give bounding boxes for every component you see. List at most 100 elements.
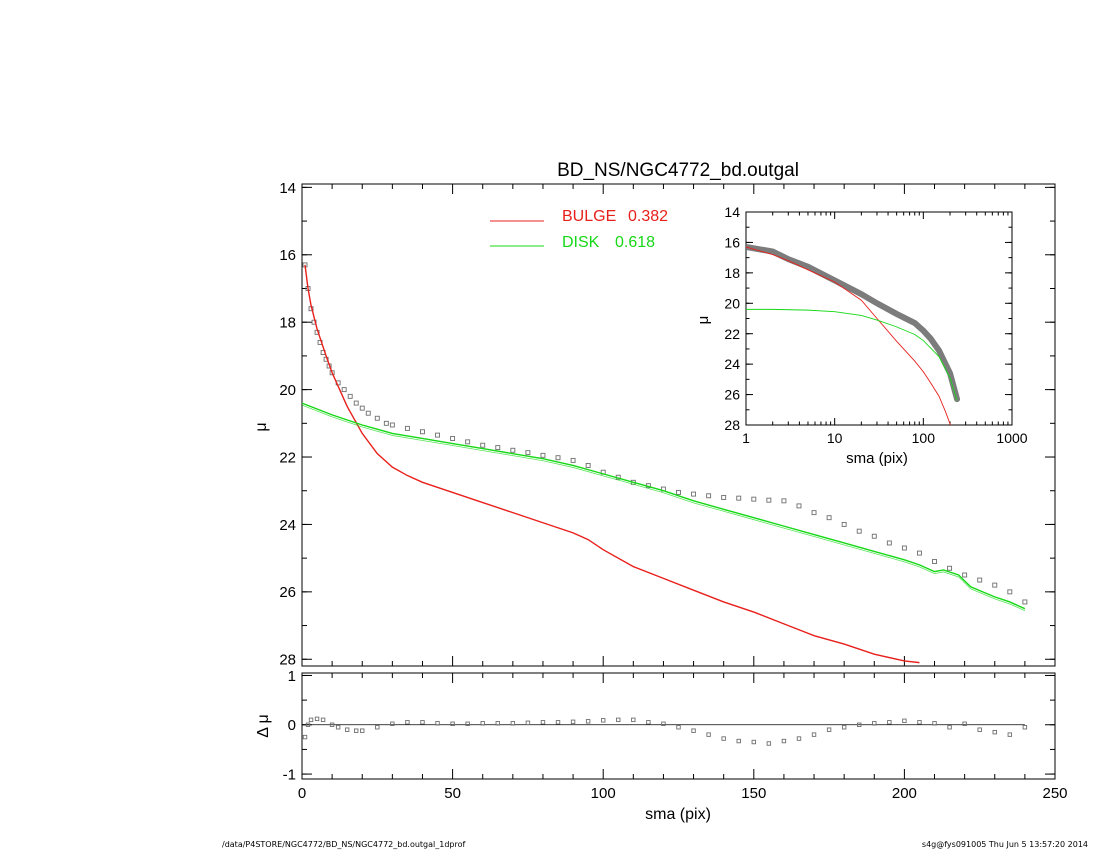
- main-data-point: [525, 450, 531, 456]
- residual-data-point: [320, 717, 326, 723]
- residual-data-point: [962, 721, 967, 726]
- residual-data-point: [329, 722, 335, 727]
- residual-data-point: [601, 718, 606, 723]
- residual-data-point: [706, 732, 711, 737]
- residual-data-point: [736, 738, 741, 744]
- main-data-point: [992, 582, 998, 588]
- residual-ytick-label: -1: [283, 766, 296, 783]
- legend: BULGE 0.382 DISK 0.618: [490, 208, 668, 251]
- legend-disk-value: 0.618: [615, 234, 655, 251]
- residual-data-point: [721, 736, 726, 741]
- main-data-point: [374, 415, 380, 421]
- main-disk-line-shadow: [302, 404, 1026, 612]
- inset-ytick-label: 24: [724, 356, 740, 372]
- main-ytick-label: 22: [279, 449, 296, 466]
- main-data-point: [736, 495, 742, 501]
- main-data-point: [555, 455, 561, 461]
- residual-data-point: [480, 721, 485, 726]
- main-data-point: [1007, 589, 1013, 595]
- main-panel: 14 16 18 20 22 24 26 28: [279, 180, 1056, 669]
- main-data-point: [691, 491, 697, 497]
- residual-data-point: [826, 727, 832, 732]
- residual-data-point: [766, 741, 772, 746]
- residual-data-point: [405, 720, 410, 725]
- residual-data-point: [902, 718, 907, 724]
- inset-disk-line: [746, 308, 958, 401]
- main-disk-line: [302, 402, 1026, 610]
- main-data-point: [871, 533, 877, 539]
- inset-ytick-label: 16: [724, 234, 740, 250]
- residual-ytick-label: 0: [288, 717, 296, 734]
- main-data-point: [721, 495, 727, 500]
- residual-plot-area: [302, 716, 1028, 746]
- residual-data-point: [495, 721, 500, 726]
- residual-data-point: [450, 721, 455, 726]
- main-y-axis-label: μ: [253, 422, 270, 431]
- residual-data-point: [811, 732, 817, 737]
- residual-data-point: [390, 721, 395, 726]
- residual-xtick-label: 250: [1042, 785, 1067, 802]
- residual-data-point: [335, 725, 341, 730]
- main-data-point: [856, 528, 862, 534]
- main-ytick-label: 28: [279, 652, 296, 669]
- residual-xtick-label: 50: [444, 785, 461, 802]
- main-data-point: [480, 442, 486, 448]
- residual-xtick-label: 200: [892, 785, 917, 802]
- residual-data-point: [631, 717, 636, 723]
- inset-plot-area: [746, 243, 961, 425]
- main-data-point: [962, 572, 968, 578]
- main-data-point: [706, 493, 712, 499]
- residual-xtick-label: 100: [591, 785, 616, 802]
- residual-data-point: [540, 720, 546, 725]
- residual-x-axis-label: sma (pix): [645, 806, 711, 823]
- inset-y-axis-label: μ: [695, 316, 712, 325]
- footer-right-stamp: s4g@fys091005 Thu Jun 5 13:57:20 2014: [921, 840, 1088, 849]
- main-data-point: [383, 420, 389, 426]
- residual-data-point: [646, 720, 651, 725]
- main-data-point: [932, 559, 937, 564]
- main-data-point: [781, 498, 787, 504]
- main-ytick-label: 14: [279, 180, 296, 197]
- residual-data-point: [585, 719, 591, 724]
- residual-data-point: [1022, 725, 1028, 730]
- main-data-point: [1022, 599, 1028, 605]
- inset-ytick-label: 22: [724, 326, 740, 342]
- main-data-point: [540, 452, 546, 458]
- inset-ytick-label: 14: [724, 204, 740, 220]
- main-data-point: [676, 489, 681, 495]
- main-data-point: [465, 439, 471, 445]
- main-data-point: [365, 410, 371, 416]
- inset-ytick-label: 26: [724, 387, 740, 403]
- residual-data-point: [360, 728, 365, 733]
- residual-data-point: [314, 716, 320, 722]
- inset-panel: 14 16 18 20 22 24 26 281 10 100 1000: [724, 204, 1027, 446]
- main-data-point: [495, 445, 501, 451]
- main-data-point: [917, 550, 922, 556]
- residual-data-point: [1007, 732, 1013, 737]
- residual-data-point: [302, 734, 308, 740]
- main-data-point: [570, 457, 576, 463]
- residual-data-point: [308, 717, 314, 723]
- residual-data-point: [796, 736, 802, 741]
- residual-data-point: [570, 719, 576, 725]
- main-data-point: [766, 497, 772, 503]
- main-ytick-label: 16: [279, 247, 296, 264]
- main-data-point: [841, 521, 847, 527]
- residual-data-point: [751, 739, 756, 745]
- inset-bulge-line: [746, 246, 951, 425]
- main-ytick-label: 18: [279, 315, 296, 332]
- main-data-point: [796, 503, 802, 509]
- residual-ytick-label: 1: [288, 668, 296, 685]
- residual-data-point: [420, 720, 425, 725]
- main-ytick-label: 24: [279, 517, 296, 534]
- inset-x-axis-label: sma (pix): [846, 450, 908, 467]
- inset-xtick-label: 10: [827, 430, 843, 446]
- inset-ytick-label: 28: [724, 417, 740, 433]
- inset-xtick-label: 1: [742, 430, 750, 446]
- inset-frame: [745, 211, 1013, 426]
- residual-data-point: [525, 720, 531, 725]
- main-data-point: [811, 510, 817, 516]
- residual-data-point: [344, 727, 350, 732]
- residual-data-point: [857, 722, 862, 727]
